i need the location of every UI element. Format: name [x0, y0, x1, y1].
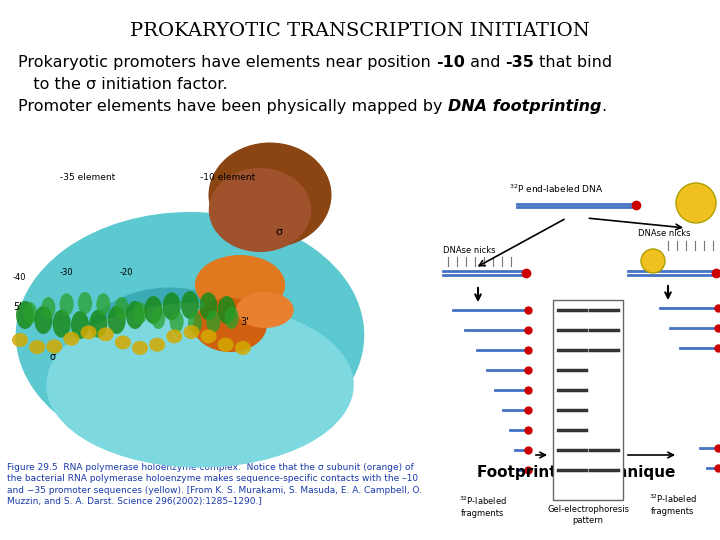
Ellipse shape	[151, 307, 166, 329]
Ellipse shape	[115, 335, 131, 349]
Ellipse shape	[184, 325, 199, 339]
Text: Specific
binding
protein: Specific binding protein	[719, 188, 720, 218]
Ellipse shape	[53, 309, 71, 338]
Ellipse shape	[35, 306, 53, 334]
Ellipse shape	[81, 326, 96, 339]
Ellipse shape	[46, 302, 354, 468]
Text: -35 element: -35 element	[60, 173, 115, 182]
Text: $^{32}$P-labeled
fragments: $^{32}$P-labeled fragments	[649, 493, 697, 516]
Ellipse shape	[29, 340, 45, 354]
Ellipse shape	[16, 212, 364, 458]
Text: -20: -20	[120, 268, 133, 277]
Ellipse shape	[199, 292, 217, 320]
Text: σ: σ	[275, 227, 282, 237]
Ellipse shape	[144, 296, 162, 324]
Ellipse shape	[133, 302, 147, 324]
Text: -10 element: -10 element	[200, 173, 256, 182]
Ellipse shape	[236, 292, 294, 328]
Ellipse shape	[217, 296, 235, 324]
Ellipse shape	[23, 302, 37, 324]
Text: Promoter elements have been physically mapped by: Promoter elements have been physically m…	[18, 99, 448, 114]
Ellipse shape	[71, 311, 89, 339]
Ellipse shape	[114, 297, 129, 319]
Ellipse shape	[676, 183, 716, 223]
Ellipse shape	[12, 333, 28, 347]
Text: $^{32}$P end-labeled DNA: $^{32}$P end-labeled DNA	[509, 183, 604, 195]
Ellipse shape	[149, 338, 165, 352]
Ellipse shape	[78, 287, 262, 422]
Ellipse shape	[96, 293, 110, 315]
Ellipse shape	[89, 309, 107, 338]
Text: DNA footprinting: DNA footprinting	[448, 99, 601, 114]
Ellipse shape	[60, 293, 73, 315]
Text: Gel-electrophoresis
pattern: Gel-electrophoresis pattern	[547, 505, 629, 525]
Ellipse shape	[641, 249, 665, 273]
Text: Prokaryotic promoters have elements near position: Prokaryotic promoters have elements near…	[18, 55, 436, 70]
Ellipse shape	[188, 312, 202, 334]
Text: DNAse nicks: DNAse nicks	[443, 246, 495, 255]
Ellipse shape	[201, 329, 217, 343]
Ellipse shape	[217, 338, 234, 352]
Text: to the σ initiation factor.: to the σ initiation factor.	[18, 77, 228, 92]
Ellipse shape	[193, 298, 267, 352]
Ellipse shape	[98, 327, 114, 341]
Ellipse shape	[132, 341, 148, 355]
Ellipse shape	[207, 310, 220, 333]
Ellipse shape	[209, 143, 331, 247]
Ellipse shape	[181, 291, 199, 319]
Text: -30: -30	[60, 268, 73, 277]
Ellipse shape	[235, 341, 251, 355]
Ellipse shape	[126, 301, 144, 329]
Ellipse shape	[168, 313, 312, 417]
Text: -35: -35	[505, 55, 534, 70]
Text: and: and	[464, 55, 505, 70]
Text: Footprinting Technique: Footprinting Technique	[477, 465, 675, 480]
Ellipse shape	[170, 310, 184, 333]
Text: -40: -40	[13, 273, 27, 282]
Ellipse shape	[108, 306, 126, 334]
Ellipse shape	[46, 340, 63, 354]
Text: PROKARYOTIC TRANSCRIPTION INITIATION: PROKARYOTIC TRANSCRIPTION INITIATION	[130, 22, 590, 40]
Ellipse shape	[163, 292, 181, 320]
Text: -10: -10	[436, 55, 464, 70]
Text: that bind: that bind	[534, 55, 613, 70]
Ellipse shape	[209, 168, 311, 252]
Ellipse shape	[16, 301, 34, 329]
Text: 3': 3'	[240, 317, 248, 327]
Text: $^{32}$P-labeled
fragments: $^{32}$P-labeled fragments	[459, 495, 507, 518]
Ellipse shape	[166, 329, 182, 343]
Bar	[553, 300, 623, 500]
Text: σ: σ	[50, 352, 56, 362]
Ellipse shape	[195, 255, 285, 315]
Ellipse shape	[63, 332, 79, 346]
Text: DNAse nicks: DNAse nicks	[638, 229, 690, 238]
Ellipse shape	[78, 292, 92, 314]
Text: .: .	[601, 99, 606, 114]
Text: Figure 29.5  RNA polymerase holoenzyme complex.  Notice that the σ subunit (oran: Figure 29.5 RNA polymerase holoenzyme co…	[7, 463, 422, 507]
Ellipse shape	[225, 307, 238, 329]
Text: 5': 5'	[13, 302, 22, 312]
Ellipse shape	[41, 297, 55, 319]
